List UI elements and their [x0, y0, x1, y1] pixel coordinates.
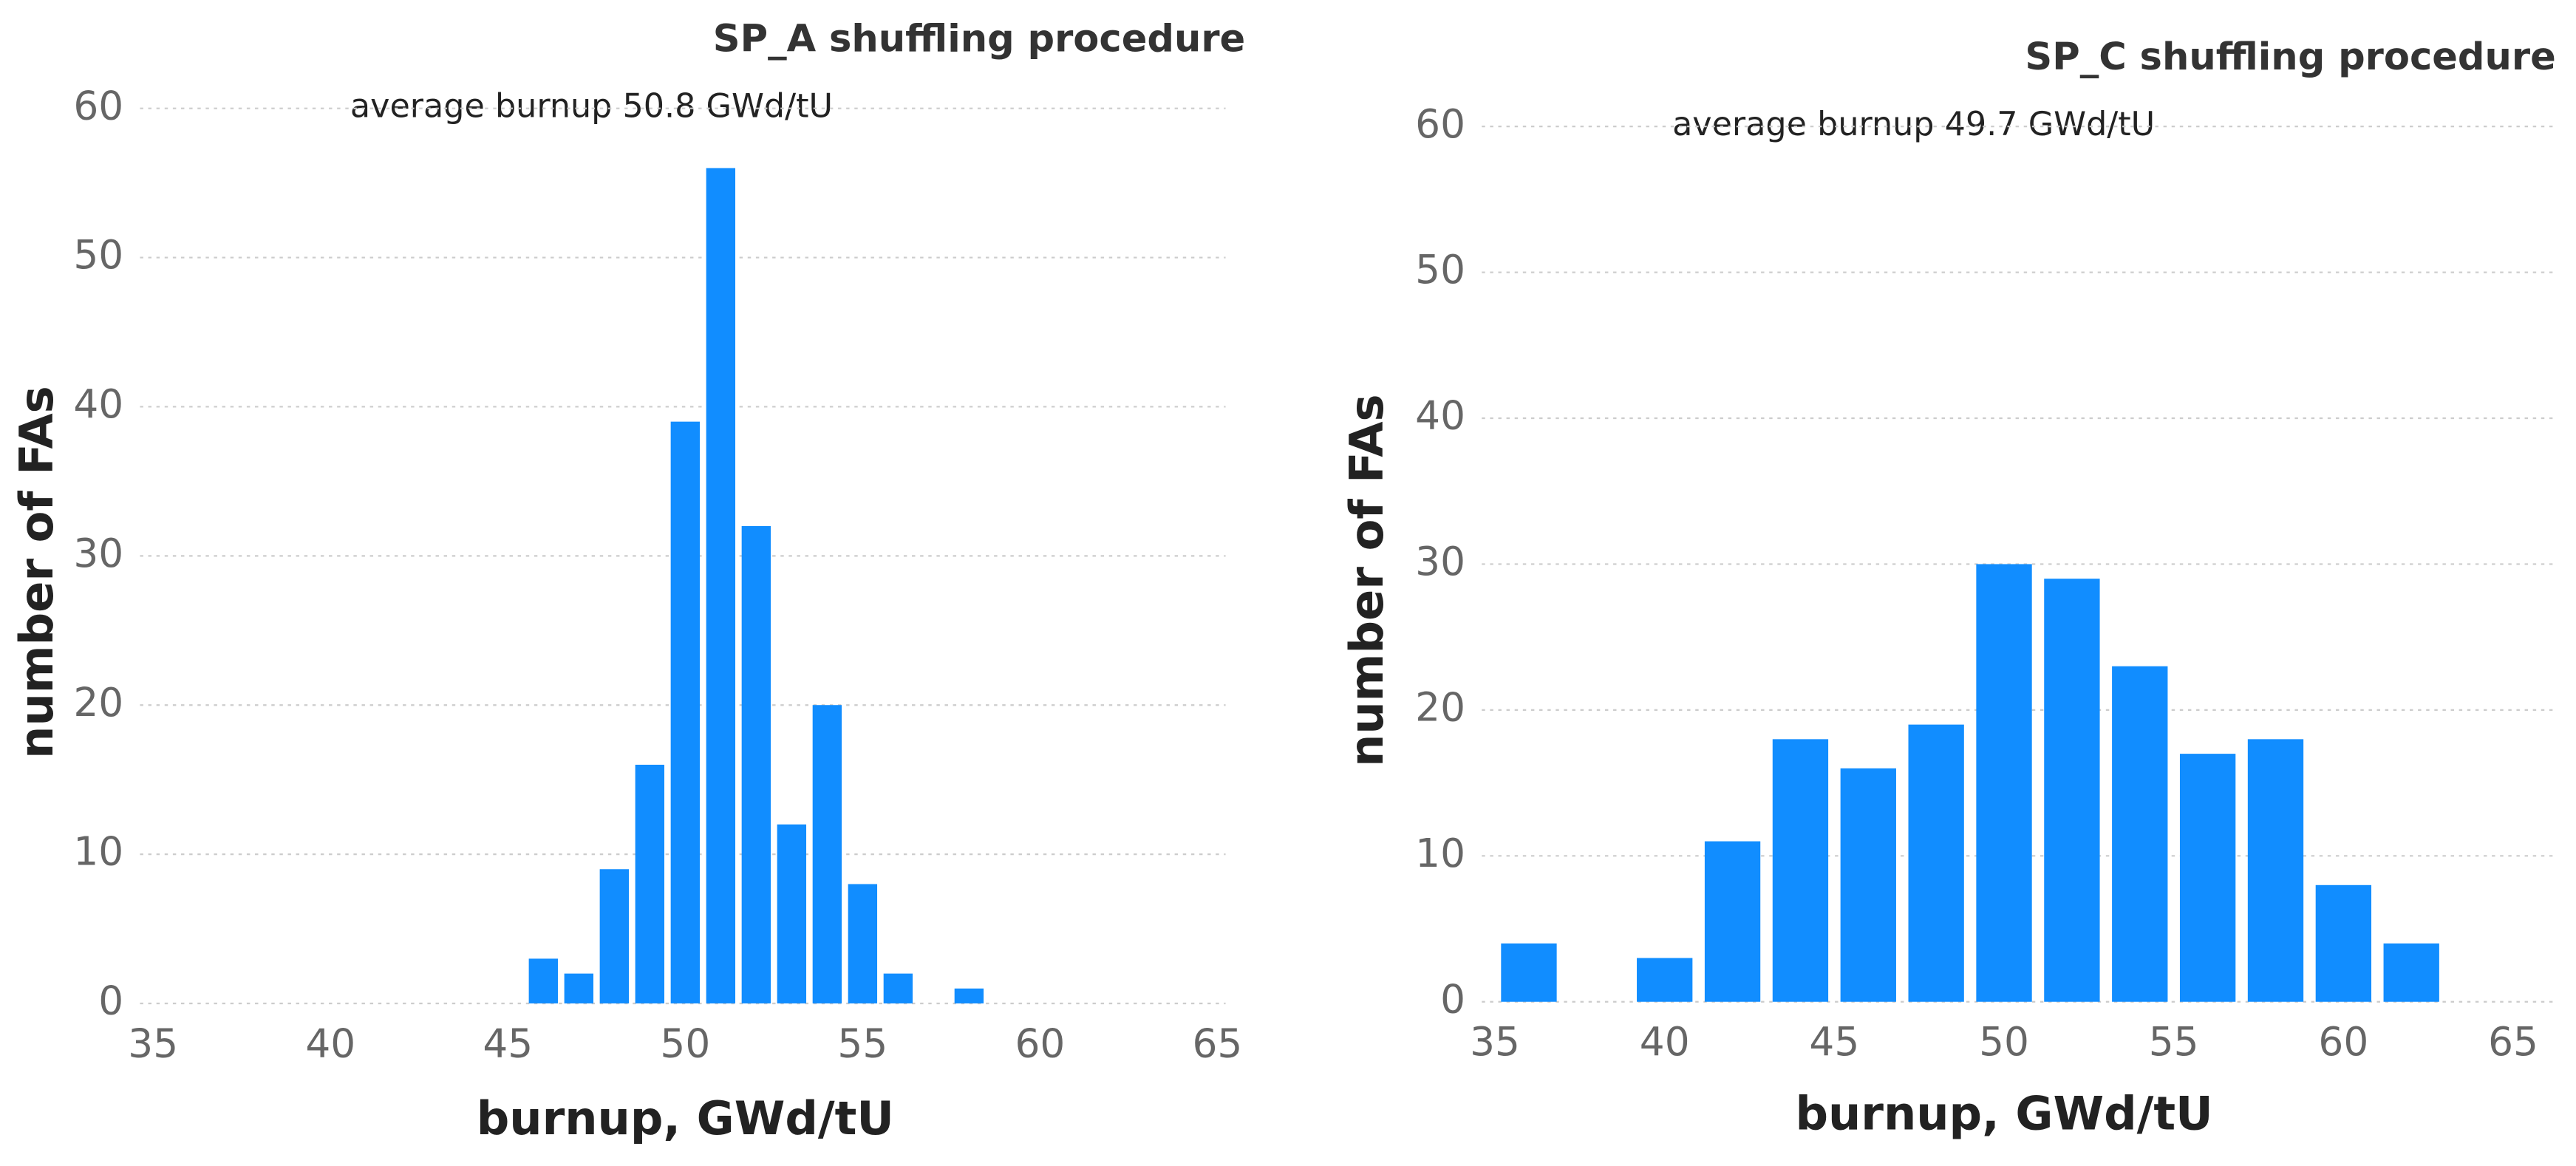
bar: [2179, 754, 2236, 1002]
y-tick-label: 60: [73, 82, 123, 129]
chart-title: SP_C shuffling procedure: [2025, 35, 2555, 79]
y-tick-label: 20: [1415, 684, 1465, 731]
bar: [670, 421, 701, 1003]
bar: [1772, 739, 1829, 1002]
bar: [564, 973, 593, 1003]
chart-title: SP_A shuffling procedure: [713, 18, 1245, 61]
bar: [2247, 739, 2304, 1002]
bar: [2112, 666, 2168, 1002]
x-axis-label: burnup, GWd/tU: [477, 1091, 894, 1145]
bar: [2044, 579, 2100, 1002]
bar: [812, 705, 842, 1003]
bar: [1976, 564, 2032, 1002]
bar: [1840, 768, 1896, 1002]
x-tick-label: 40: [305, 1020, 355, 1066]
x-axis-label: burnup, GWd/tU: [1795, 1086, 2212, 1140]
bar: [706, 168, 736, 1003]
bar: [848, 884, 878, 1003]
x-tick-label: 40: [1640, 1018, 1690, 1065]
x-tick-label: 55: [837, 1020, 887, 1066]
bar: [1908, 724, 1964, 1002]
y-tick-label: 10: [73, 828, 123, 875]
x-tick-label: 35: [1470, 1018, 1520, 1065]
x-tick-label: 60: [2318, 1018, 2368, 1065]
bar: [954, 988, 984, 1003]
x-tick-label: 65: [2488, 1018, 2538, 1065]
bar: [1501, 943, 1557, 1002]
y-tick-label: 0: [1440, 975, 1465, 1022]
bar: [1637, 958, 1693, 1002]
bar: [777, 824, 807, 1003]
y-axis-label: number of FAs: [10, 386, 64, 759]
y-tick-label: 20: [73, 679, 123, 726]
bar: [635, 764, 665, 1003]
x-tick-label: 60: [1015, 1020, 1065, 1066]
y-tick-label: 60: [1415, 100, 1465, 147]
bar: [599, 869, 629, 1003]
y-tick-label: 50: [73, 231, 123, 278]
annotation: average burnup 49.7 GWd/tU: [1672, 106, 2155, 143]
bar: [2315, 884, 2372, 1002]
y-tick-label: 40: [73, 381, 123, 427]
bar: [1704, 841, 1761, 1002]
x-tick-label: 55: [2149, 1018, 2199, 1065]
bar: [741, 525, 771, 1003]
bar: [528, 958, 558, 1003]
y-tick-label: 10: [1415, 830, 1465, 876]
y-tick-label: 30: [1415, 538, 1465, 584]
x-tick-label: 45: [483, 1020, 533, 1066]
y-tick-label: 50: [1415, 246, 1465, 293]
annotation: average burnup 50.8 GWd/tU: [350, 88, 833, 126]
y-axis-label: number of FAs: [1340, 394, 1394, 767]
y-tick-label: 40: [1415, 392, 1465, 439]
x-tick-label: 45: [1809, 1018, 1859, 1065]
bar: [2383, 943, 2439, 1002]
x-tick-label: 65: [1193, 1020, 1243, 1066]
x-tick-label: 35: [128, 1020, 178, 1066]
y-tick-label: 30: [73, 530, 123, 576]
x-tick-label: 50: [660, 1020, 710, 1066]
x-tick-label: 50: [1979, 1018, 2029, 1065]
bar: [883, 973, 913, 1003]
y-tick-label: 0: [98, 978, 123, 1024]
